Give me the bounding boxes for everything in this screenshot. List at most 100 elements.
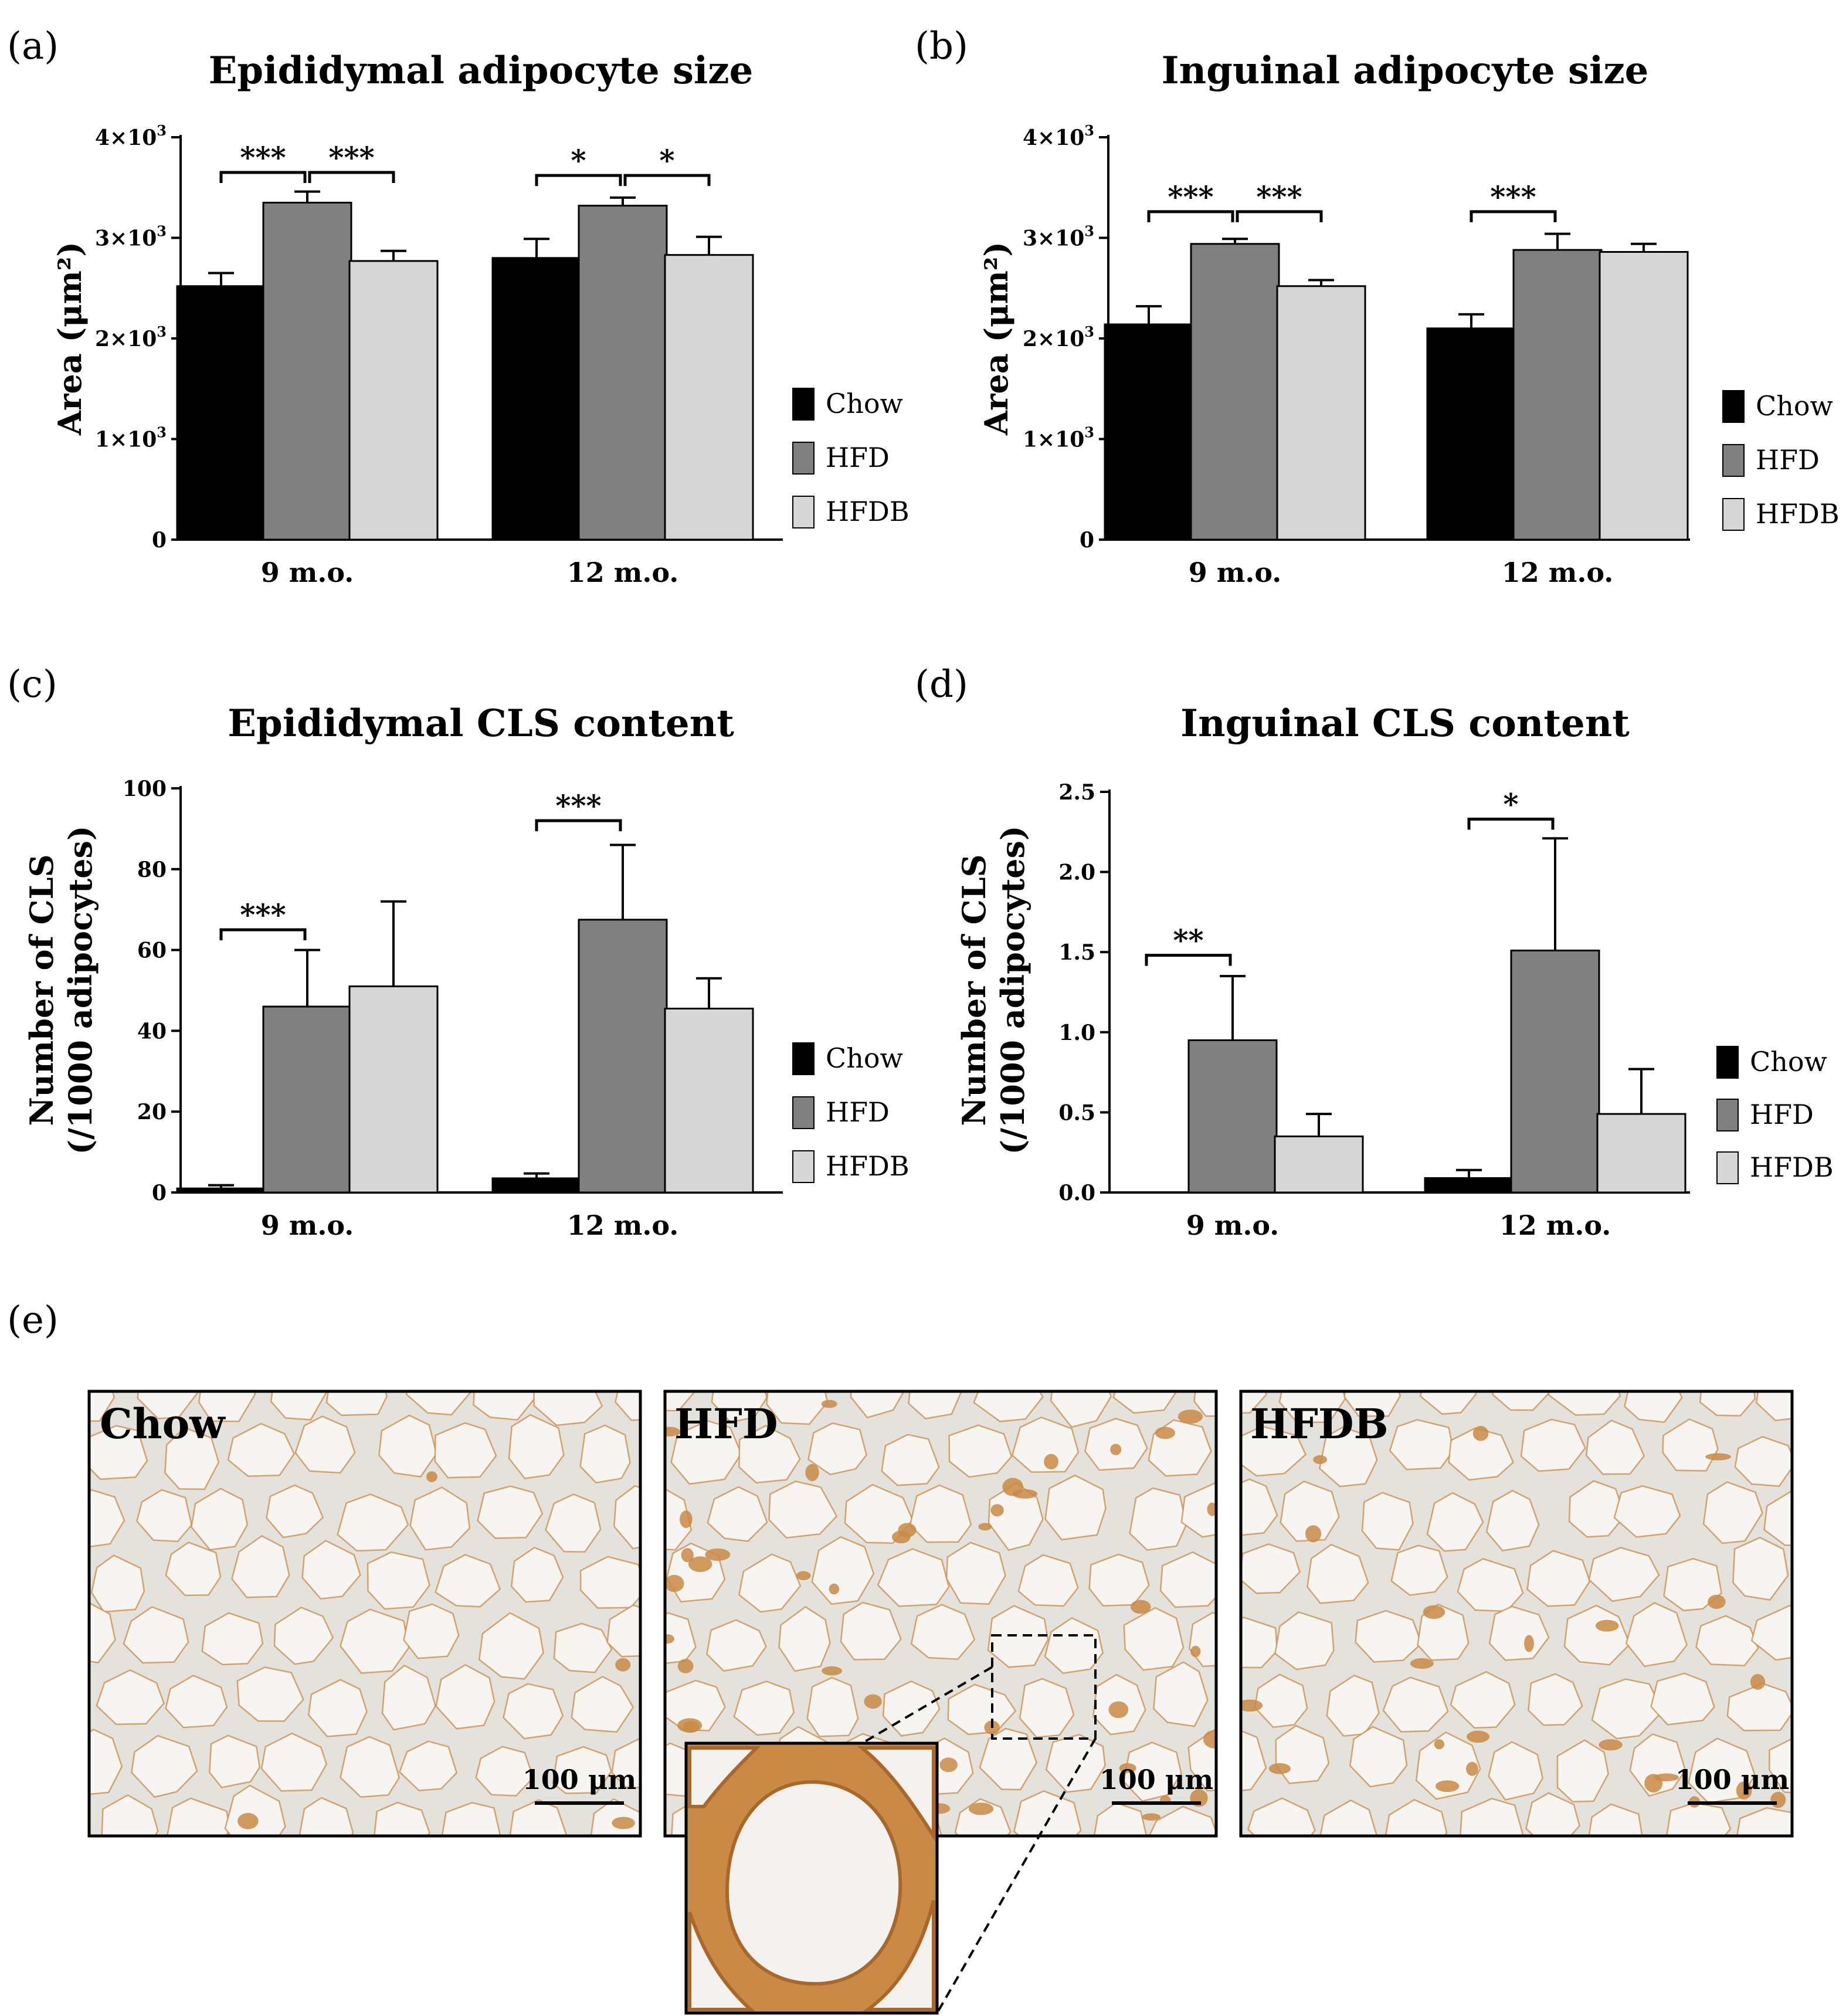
adipocyte xyxy=(806,1676,859,1737)
legend-label-chow: Chow xyxy=(1750,1046,1827,1078)
significance-bracket xyxy=(1147,210,1234,222)
inset-adipocyte-neighbor xyxy=(857,1746,935,1842)
inset-frame xyxy=(684,1741,939,2015)
inset-connector-bottom xyxy=(936,1738,1097,2014)
y-tick-label: 2×103 xyxy=(1023,323,1094,351)
y-tick-mantissa: 1×10 xyxy=(95,428,157,452)
adipocyte xyxy=(1415,1731,1481,1800)
adipocyte xyxy=(665,1679,726,1732)
y-axis-label-line: (/1000 adipocytes) xyxy=(994,826,1031,1155)
adipocyte xyxy=(1426,1492,1484,1552)
y-axis-label: Number of CLS(/1000 adipocytes) xyxy=(955,826,1031,1155)
significance-label: *** xyxy=(555,788,601,823)
adipocyte xyxy=(1045,1733,1106,1793)
legend-label-hfdb: HFDB xyxy=(1750,1151,1834,1183)
bar-chow xyxy=(491,257,582,541)
y-tick-label: 20 xyxy=(137,1100,167,1124)
adipocyte xyxy=(1588,1547,1660,1602)
x-category-label: 12 m.o. xyxy=(1499,1209,1611,1241)
y-tick-exponent: 3 xyxy=(157,424,167,441)
inset-adipocyte-neighbor xyxy=(688,1746,761,1808)
adipocyte xyxy=(1241,1730,1267,1791)
adipocyte xyxy=(231,1535,290,1598)
adipocyte xyxy=(1586,1419,1645,1475)
adipocyte xyxy=(301,1540,361,1600)
adipocyte xyxy=(1318,1426,1378,1488)
adipocyte xyxy=(434,1422,497,1479)
legend-label-chow: Chow xyxy=(1756,390,1833,422)
adipocyte xyxy=(1488,1605,1550,1661)
significance-label: * xyxy=(659,143,674,178)
crown-like-structure-stain xyxy=(1423,1605,1445,1619)
crown-like-structure-stain xyxy=(1044,1453,1058,1470)
significance-bracket xyxy=(1236,210,1323,222)
y-tick-mantissa: 60 xyxy=(137,938,167,963)
micrograph-hfd-cells xyxy=(665,1391,1216,1836)
crown-like-structure-stain xyxy=(1434,1739,1445,1750)
crown-like-structure-stain xyxy=(1177,1409,1203,1424)
x-category-label: 12 m.o. xyxy=(567,1209,679,1241)
bar-hfdb xyxy=(664,254,754,541)
adipocyte xyxy=(738,1425,801,1484)
crown-like-structure-stain xyxy=(665,1634,674,1644)
y-tick-exponent: 3 xyxy=(157,122,167,139)
significance-label: *** xyxy=(1490,179,1536,214)
adipocyte xyxy=(409,1486,471,1551)
adipocyte xyxy=(340,1736,401,1798)
legend-swatch-hfd xyxy=(1716,1099,1739,1131)
y-tick-mantissa: 2.5 xyxy=(1058,780,1095,805)
adipocyte xyxy=(778,1605,831,1672)
crown-like-structure-stain xyxy=(612,1817,635,1829)
y-tick-label: 2.0 xyxy=(1058,860,1095,885)
crown-like-structure-stain xyxy=(990,1504,1004,1517)
adipocyte xyxy=(811,1536,875,1605)
adipocyte xyxy=(1488,1741,1544,1801)
crown-like-structure-stain xyxy=(681,1548,694,1563)
adipocyte xyxy=(1796,1794,1846,1851)
y-tick-exponent: 3 xyxy=(157,223,167,240)
adipocyte xyxy=(1017,1554,1079,1607)
crown-like-structure-stain xyxy=(1599,1739,1623,1751)
adipocyte xyxy=(1093,1802,1148,1836)
adipocyte xyxy=(1755,1391,1792,1422)
adipocyte xyxy=(706,1619,767,1672)
bar-hfd xyxy=(1190,243,1280,541)
crown-like-structure-stain xyxy=(1708,1594,1726,1609)
y-tick-label: 3×103 xyxy=(95,223,167,251)
adipocyte xyxy=(131,1734,198,1798)
adipocyte xyxy=(1241,1425,1307,1477)
adipocyte xyxy=(1450,1671,1516,1729)
y-tick-label: 0 xyxy=(152,1181,167,1205)
adipocyte xyxy=(90,1554,145,1613)
adipocyte xyxy=(1278,1391,1346,1424)
crown-like-structure-stain xyxy=(1002,1478,1024,1496)
bar-chow xyxy=(176,285,266,541)
adipocyte xyxy=(1307,1543,1369,1604)
crown-like-structure-stain xyxy=(665,1574,684,1593)
x-category-label: 12 m.o. xyxy=(567,557,679,588)
crown-like-structure-stain xyxy=(898,1523,917,1537)
y-axis-label: Number of CLS(/1000 adipocytes) xyxy=(23,826,99,1155)
adipocyte xyxy=(910,1604,976,1660)
y-tick-mantissa: 3×10 xyxy=(95,226,157,251)
crown-like-structure-stain xyxy=(978,1523,992,1531)
adipocyte xyxy=(1241,1617,1278,1669)
adipocyte xyxy=(1241,1391,1268,1414)
bar-hfdb xyxy=(1276,285,1366,541)
significance-label: ** xyxy=(1173,923,1203,958)
bar-hfd xyxy=(262,1005,352,1194)
adipocyte xyxy=(1525,1792,1580,1836)
legend-swatch-chow xyxy=(792,388,815,421)
chart-inguinal-cls-content: Inguinal CLS content Number of CLS(/1000 … xyxy=(955,702,1834,1241)
adipocyte xyxy=(948,1424,1013,1478)
adipocyte xyxy=(545,1493,602,1553)
adipocyte xyxy=(89,1391,116,1422)
x-category-label: 9 m.o. xyxy=(1186,1209,1280,1241)
micrograph-hfdb-frame xyxy=(1239,1390,1794,1838)
adipocyte xyxy=(533,1391,603,1427)
adipocyte xyxy=(260,1732,328,1792)
adipocyte xyxy=(1699,1391,1756,1417)
adipocyte xyxy=(209,1734,261,1788)
crown-like-structure-stain xyxy=(1110,1444,1122,1455)
